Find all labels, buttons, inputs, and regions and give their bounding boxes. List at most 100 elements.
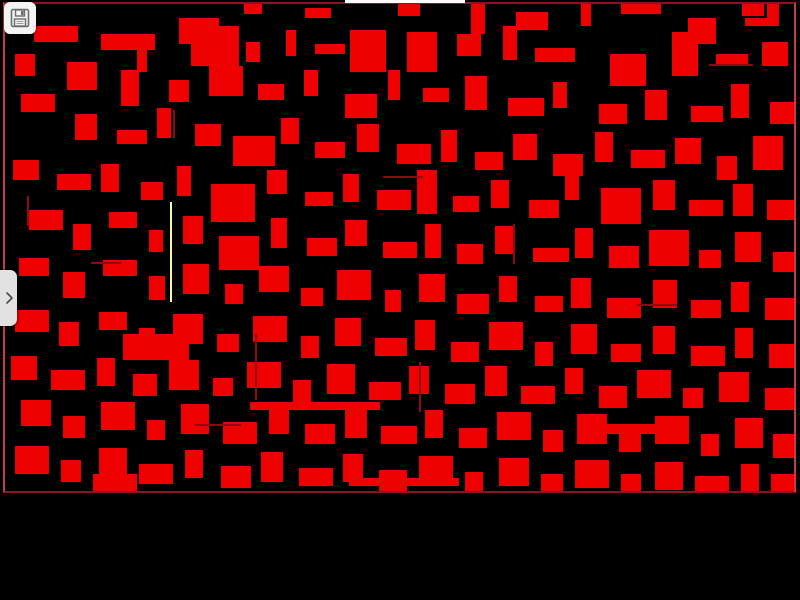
block <box>21 94 55 112</box>
block <box>177 166 191 196</box>
block <box>369 382 401 400</box>
block <box>565 368 583 394</box>
block <box>327 364 355 394</box>
block <box>529 200 559 218</box>
sidebar-expand-handle[interactable] <box>0 270 17 326</box>
block <box>244 4 262 14</box>
block <box>195 124 221 146</box>
block <box>535 342 553 366</box>
block <box>689 200 723 216</box>
block <box>305 8 331 18</box>
block <box>75 114 97 140</box>
block <box>29 210 63 230</box>
block <box>770 102 794 124</box>
block <box>173 110 175 138</box>
block <box>286 30 296 56</box>
block <box>731 84 749 118</box>
block <box>147 420 165 440</box>
block <box>255 334 257 400</box>
block <box>475 152 503 170</box>
block <box>655 462 683 490</box>
block <box>415 320 435 350</box>
block <box>457 34 481 56</box>
save-button[interactable] <box>4 2 36 34</box>
block <box>457 294 489 314</box>
block <box>383 176 423 178</box>
block <box>250 402 380 410</box>
block <box>508 98 544 116</box>
game-playfield[interactable] <box>3 2 796 493</box>
block <box>133 374 157 396</box>
block <box>653 180 675 210</box>
block <box>619 432 641 452</box>
block <box>691 346 725 366</box>
block <box>253 316 287 342</box>
block <box>315 142 345 158</box>
block <box>621 474 641 491</box>
block <box>637 304 677 306</box>
block <box>521 386 555 404</box>
block <box>459 428 487 448</box>
block <box>123 334 189 360</box>
block <box>601 188 641 224</box>
block <box>97 358 115 386</box>
block <box>553 154 583 176</box>
block <box>407 32 437 72</box>
block <box>672 32 698 76</box>
block <box>398 4 420 16</box>
block <box>719 372 749 402</box>
block <box>345 220 367 246</box>
block <box>19 258 49 276</box>
block <box>631 150 665 168</box>
block <box>73 224 91 250</box>
block <box>451 342 479 362</box>
block <box>610 54 646 86</box>
block <box>137 48 147 72</box>
block <box>27 196 29 226</box>
block <box>381 426 417 444</box>
block <box>99 312 127 330</box>
block <box>695 476 729 491</box>
block <box>34 26 78 42</box>
block <box>63 272 85 298</box>
block <box>767 200 794 220</box>
block <box>543 430 563 452</box>
block <box>773 434 794 458</box>
block <box>157 108 171 138</box>
block <box>209 66 243 96</box>
block <box>247 362 281 388</box>
block <box>169 80 189 102</box>
block <box>219 236 259 270</box>
block <box>609 246 639 268</box>
block <box>533 248 569 262</box>
block <box>246 42 260 62</box>
block <box>101 402 135 430</box>
block <box>535 48 575 62</box>
block <box>571 324 597 354</box>
block <box>419 274 445 302</box>
block <box>258 84 284 100</box>
block <box>735 232 761 262</box>
player-trail-line <box>170 202 172 302</box>
block <box>709 64 753 66</box>
block <box>149 276 165 300</box>
block <box>267 170 287 194</box>
block <box>675 138 701 164</box>
block <box>93 474 137 491</box>
block <box>733 184 753 216</box>
block <box>195 424 241 426</box>
block <box>683 388 703 408</box>
block <box>499 276 517 302</box>
block <box>621 4 661 14</box>
block <box>765 388 794 410</box>
block <box>535 296 563 312</box>
block <box>491 180 509 208</box>
block <box>745 18 779 26</box>
block <box>471 4 485 34</box>
block <box>121 70 139 106</box>
block <box>735 328 753 358</box>
block <box>91 262 121 264</box>
block <box>13 160 39 180</box>
block <box>423 88 449 102</box>
block <box>15 54 35 76</box>
